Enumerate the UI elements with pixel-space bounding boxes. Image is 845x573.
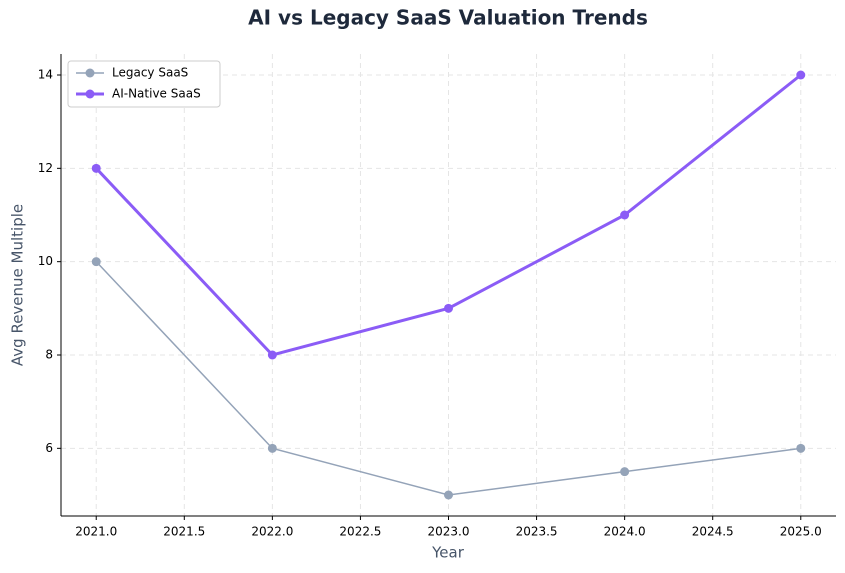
chart-title: AI vs Legacy SaaS Valuation Trends (248, 6, 648, 30)
point (444, 490, 453, 500)
x-axis-label: Year (431, 544, 465, 562)
y-tick-label: 14 (38, 68, 53, 82)
point (91, 163, 101, 173)
x-tick-label: 2023.0 (428, 525, 470, 539)
x-tick-label: 2024.0 (604, 525, 646, 539)
legend-box (67, 60, 221, 108)
x-tick-label: 2022.0 (251, 525, 293, 539)
y-tick-label: 6 (45, 441, 53, 455)
x-tick-label: 2024.5 (692, 525, 734, 539)
x-tick-label: 2022.5 (339, 525, 381, 539)
y-tick-label: 10 (38, 254, 53, 268)
legend: Legacy SaaS AI-Native SaaS (67, 60, 221, 108)
point (91, 257, 101, 267)
y-tick-label: 12 (38, 161, 53, 175)
point (267, 443, 277, 453)
x-tick-label: 2021.5 (163, 525, 205, 539)
legend-label: Legacy SaaS (112, 66, 188, 80)
x-tick-label: 2021.0 (75, 525, 117, 539)
x-tick-label: 2023.5 (516, 525, 558, 539)
point (444, 303, 453, 313)
legend-marker (85, 89, 95, 99)
point (796, 70, 806, 80)
point (620, 210, 630, 220)
x-tick-label: 2025.0 (780, 525, 822, 539)
point (620, 467, 630, 477)
legend-marker (85, 68, 95, 78)
point (796, 443, 806, 453)
y-axis-label: Avg Revenue Multiple (9, 204, 27, 366)
legend-label: AI-Native SaaS (112, 87, 201, 101)
y-tick-label: 8 (45, 348, 53, 362)
point (267, 350, 277, 360)
